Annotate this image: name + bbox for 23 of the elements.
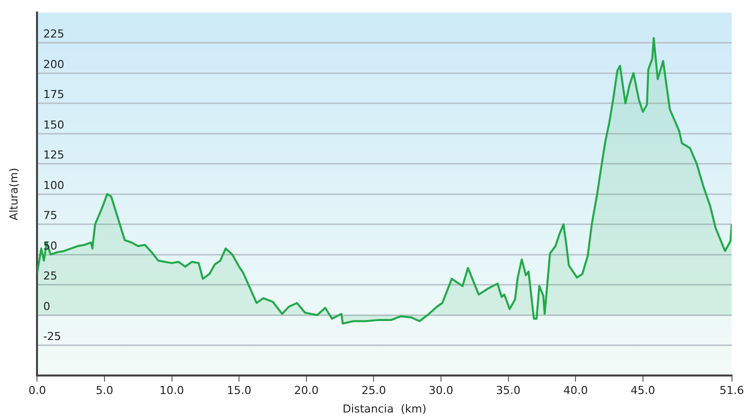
x-tick-label: 35.0 xyxy=(496,384,521,398)
x-tick-label: 5.0 xyxy=(96,384,114,398)
y-tick-label: 100 xyxy=(43,178,64,192)
y-tick-label: 150 xyxy=(43,118,64,132)
y-tick-label: 125 xyxy=(43,148,64,162)
x-tick-label: 30.0 xyxy=(428,384,454,398)
y-tick-label: 225 xyxy=(43,28,64,41)
x-tick-label: 20.0 xyxy=(294,384,319,398)
y-axis-title: Altura(m) xyxy=(7,168,20,220)
y-tick-label: -25 xyxy=(43,330,62,344)
x-tick-label: 15.0 xyxy=(226,384,252,398)
x-axis-title: Distancia (km) xyxy=(342,402,426,416)
x-tick-label: 10.0 xyxy=(160,384,184,398)
y-tick-label: 75 xyxy=(43,209,58,222)
y-tick-label: 200 xyxy=(43,58,64,71)
y-tick-label: 175 xyxy=(43,88,64,102)
x-tick-label: 40.0 xyxy=(563,384,588,398)
x-tick-label: 51.6 xyxy=(720,384,744,398)
x-tick-label: 25.0 xyxy=(361,384,386,398)
y-tick-label: 25 xyxy=(43,270,58,283)
y-tick-label: 0 xyxy=(43,300,50,313)
x-tick-label: 45.0 xyxy=(630,384,656,398)
x-tick-label: 0.0 xyxy=(28,384,46,398)
